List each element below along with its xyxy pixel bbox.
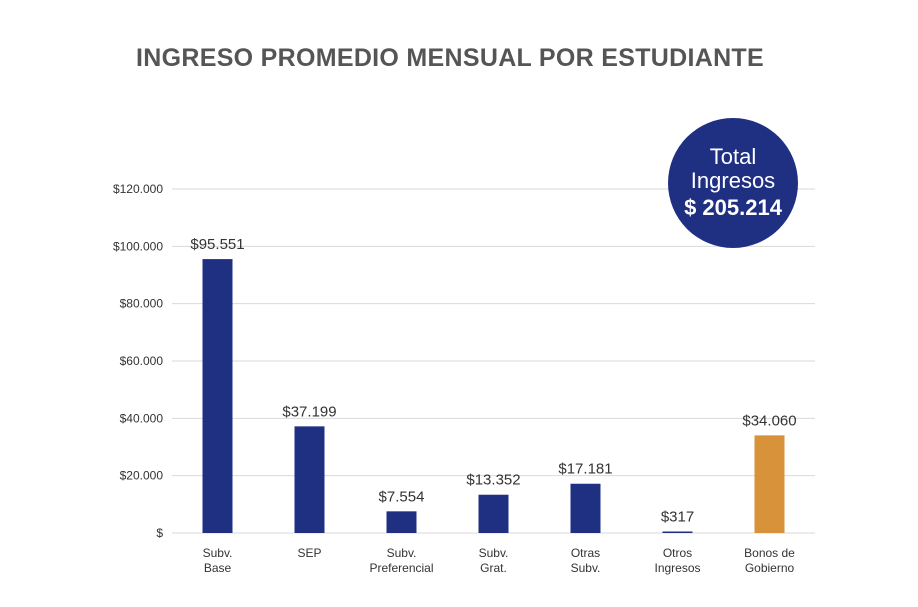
data-label: $17.181 [558, 461, 612, 478]
total-badge-amount: $ 205.214 [684, 195, 782, 220]
x-tick-label: Otros Ingresos [654, 546, 700, 575]
bar [754, 435, 785, 533]
x-axis-ticks: Subv. Base SEP Subv. Preferencial Subv. Grat. O… [203, 546, 796, 575]
y-axis-ticks: $ $20.000 $40.000 $60.000 $80.000 $100.000 $12… [113, 182, 163, 540]
data-label: $317 [661, 509, 694, 526]
bar [570, 483, 601, 533]
y-tick-label: $40.000 [120, 411, 164, 425]
data-label: $7.554 [379, 488, 425, 505]
data-label: $13.352 [466, 472, 520, 489]
bar [202, 259, 233, 533]
y-tick-label: $20.000 [120, 469, 164, 483]
bar [294, 426, 325, 533]
data-label: $95.551 [190, 236, 244, 253]
bar [662, 531, 693, 533]
data-label: $37.199 [282, 403, 336, 420]
bar [478, 494, 509, 533]
y-tick-label: $60.000 [120, 354, 164, 368]
y-tick-label: $80.000 [120, 297, 164, 311]
y-tick-label: $ [156, 526, 163, 540]
total-badge-line2: Ingresos [690, 168, 776, 193]
x-tick-label: Otras Subv. [571, 546, 601, 575]
x-tick-label: Subv. Preferencial [369, 546, 433, 575]
chart-title: INGRESO PROMEDIO MENSUAL POR ESTUDIANTE [136, 44, 764, 72]
y-tick-label: $100.000 [113, 239, 163, 253]
x-tick-label: Bonos de Gobierno [744, 546, 795, 575]
x-tick-label: Subv. Grat. [479, 546, 509, 575]
total-badge-line1: Total [709, 144, 757, 169]
x-tick-label: Subv. Base [203, 546, 233, 575]
bar [386, 511, 417, 533]
bars [202, 259, 785, 533]
data-label: $34.060 [742, 412, 796, 429]
x-tick-label: SEP [297, 546, 321, 560]
total-income-badge: Total Ingresos $ 205.214 [668, 118, 798, 248]
data-labels: $95.551 $37.199 $7.554 $13.352 $17.181 $317 $3… [190, 236, 796, 525]
y-tick-label: $120.000 [113, 182, 163, 196]
